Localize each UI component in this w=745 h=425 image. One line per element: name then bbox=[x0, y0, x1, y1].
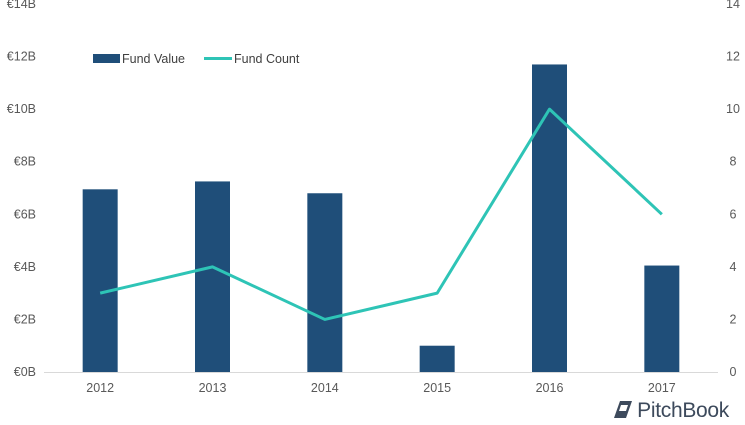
bar-2016 bbox=[532, 64, 567, 372]
x-tick-label: 2013 bbox=[199, 381, 227, 395]
left-tick-label: €2B bbox=[14, 312, 36, 326]
x-tick-label: 2014 bbox=[311, 381, 339, 395]
fund-value-bars bbox=[82, 64, 680, 372]
bar-2017 bbox=[644, 265, 680, 372]
left-tick-label: €14B bbox=[7, 0, 36, 11]
right-tick-label: 4 bbox=[730, 260, 737, 274]
right-tick-label: 2 bbox=[730, 312, 737, 326]
left-tick-label: €8B bbox=[14, 155, 36, 169]
pitchbook-logo: PitchBook bbox=[611, 399, 729, 423]
bar-2014 bbox=[307, 193, 343, 372]
right-tick-label: 14 bbox=[726, 0, 740, 11]
right-tick-label: 10 bbox=[726, 102, 740, 116]
bar-2013 bbox=[195, 181, 230, 372]
right-tick-label: 6 bbox=[730, 207, 737, 221]
x-tick-label: 2012 bbox=[86, 381, 114, 395]
bar-2012 bbox=[82, 189, 118, 372]
fund-count-line bbox=[99, 107, 663, 321]
logo-text: PitchBook bbox=[637, 399, 729, 422]
legend: Fund Value Fund Count bbox=[93, 52, 300, 66]
x-tick-label: 2017 bbox=[648, 381, 676, 395]
x-tick-label: 2016 bbox=[536, 381, 564, 395]
x-tick-label: 2015 bbox=[423, 381, 451, 395]
left-axis-ticks: €0B €2B €4B €6B €8B €10B €12B €14B bbox=[7, 0, 36, 379]
right-tick-label: 8 bbox=[730, 155, 737, 169]
left-tick-label: €0B bbox=[14, 365, 36, 379]
left-tick-label: €10B bbox=[7, 102, 36, 116]
right-tick-label: 12 bbox=[726, 50, 740, 64]
pitchbook-mark-icon bbox=[611, 398, 633, 425]
legend-label-fund-value: Fund Value bbox=[122, 52, 185, 66]
left-tick-label: €12B bbox=[7, 50, 36, 64]
right-tick-label: 0 bbox=[730, 365, 737, 379]
bar-2015 bbox=[419, 345, 455, 372]
left-tick-label: €6B bbox=[14, 207, 36, 221]
right-axis-ticks: 0 2 4 6 8 10 12 14 bbox=[726, 0, 740, 379]
legend-swatch-fund-value bbox=[93, 54, 120, 63]
left-tick-label: €4B bbox=[14, 260, 36, 274]
legend-label-fund-count: Fund Count bbox=[234, 52, 300, 66]
x-axis-ticks: 2012 2013 2014 2015 2016 2017 bbox=[86, 381, 676, 395]
